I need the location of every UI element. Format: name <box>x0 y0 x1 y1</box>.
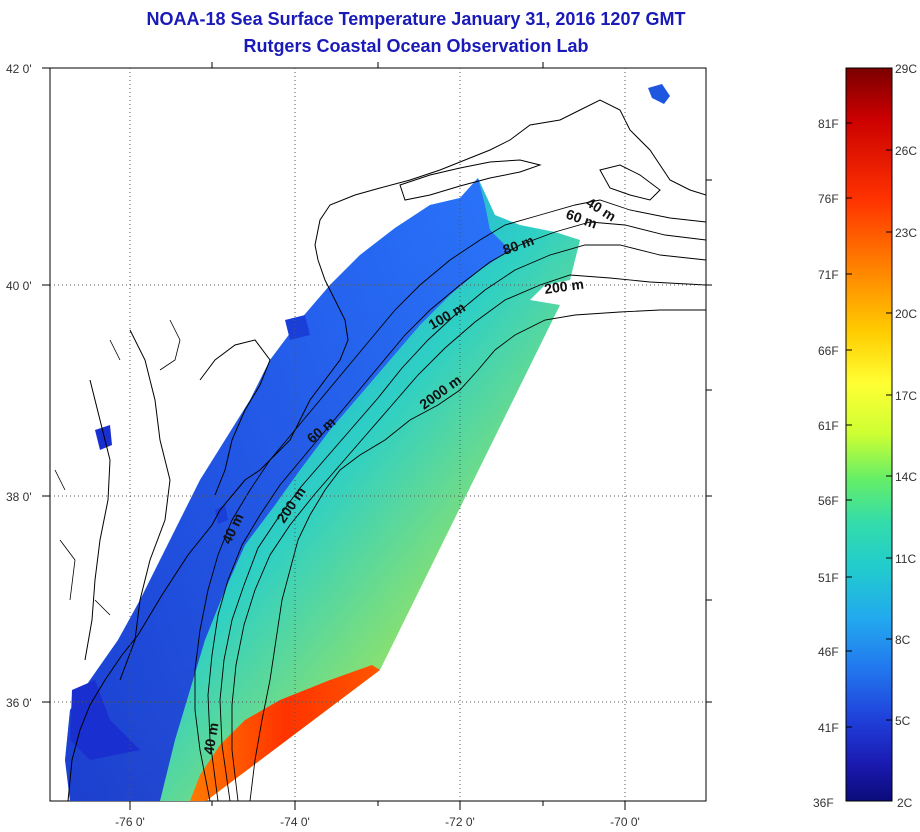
sst-bay <box>215 505 228 524</box>
sst-nearshore-cold <box>65 178 510 801</box>
sst-bay <box>285 315 310 340</box>
lat-label-40: 40 0' <box>6 279 32 293</box>
colorbar-ticks <box>846 67 892 728</box>
sst-patch <box>648 84 670 104</box>
sst-bay <box>95 425 112 450</box>
coastline <box>67 99 706 801</box>
lat-label-36: 36 0' <box>6 696 32 710</box>
colorbar-c-label: 29C <box>895 62 917 76</box>
map-title: NOAA-18 Sea Surface Temperature January … <box>146 9 686 29</box>
lat-label-42: 42 0' <box>6 62 32 76</box>
colorbar-c-label: 20C <box>895 307 917 321</box>
colorbar-c-label: 11C <box>895 552 916 566</box>
coastline-delaware-bay <box>199 339 271 496</box>
colorbar <box>845 67 893 802</box>
colorbar-f-label: 81F <box>818 117 839 131</box>
contour-label: 200 m <box>543 276 585 297</box>
coastline-chesapeake <box>119 329 171 681</box>
bathymetry-contours <box>194 199 706 801</box>
coastline-chesapeake-west <box>84 379 111 661</box>
colorbar-f-label: 36F <box>813 796 834 810</box>
colorbar-c-label: 5C <box>895 714 911 728</box>
lon-label-70: -70 0' <box>610 815 640 829</box>
colorbar-c-label: 2C <box>897 796 913 810</box>
graticule <box>50 68 706 801</box>
colorbar-c-label: 23C <box>895 226 917 240</box>
colorbar-f-label: 66F <box>818 344 839 358</box>
lon-label-72: -72 0' <box>445 815 475 829</box>
colorbar-f-label: 46F <box>818 645 839 659</box>
sst-bay <box>70 680 140 760</box>
colorbar-f-label: 51F <box>818 571 839 585</box>
colorbar-c-label: 26C <box>895 144 917 158</box>
lon-label-76: -76 0' <box>115 815 145 829</box>
colorbar-c-label: 8C <box>895 633 911 647</box>
axis-ticks <box>42 62 712 810</box>
coastline-inland <box>54 319 181 616</box>
contour-label: 40 m <box>200 721 221 755</box>
colorbar-c-label: 17C <box>895 389 917 403</box>
colorbar-f-label: 56F <box>818 494 839 508</box>
colorbar-f-label: 76F <box>818 192 839 206</box>
map-subtitle: Rutgers Coastal Ocean Observation Lab <box>243 36 589 56</box>
colorbar-f-label: 71F <box>818 268 839 282</box>
colorbar-c-label: 14C <box>895 470 917 484</box>
lon-label-74: -74 0' <box>280 815 310 829</box>
coastline-cape-cod <box>599 164 661 201</box>
sst-gulf-stream <box>190 665 380 801</box>
lat-label-38: 38 0' <box>6 490 32 504</box>
colorbar-f-label: 61F <box>818 419 839 433</box>
coastline-long-island <box>399 159 542 201</box>
colorbar-f-label: 41F <box>818 721 839 735</box>
